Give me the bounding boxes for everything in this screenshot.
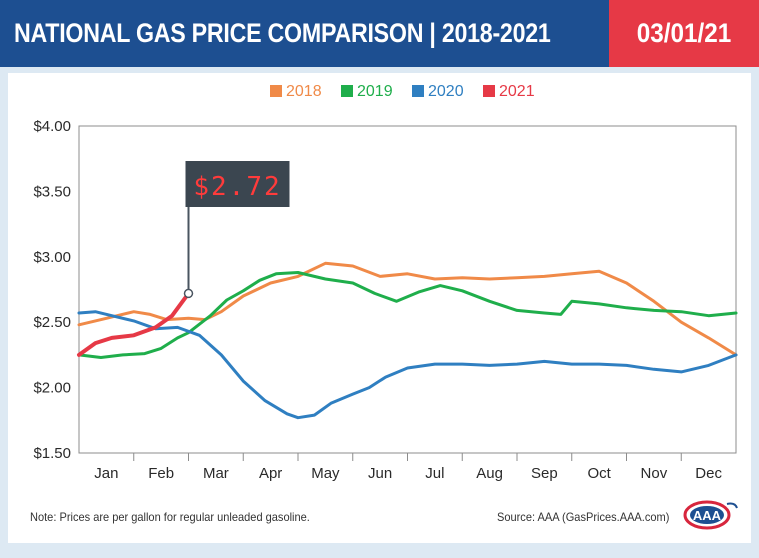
gas-price-chart: $1.50 $2.00 $2.50 $3.00 $3.50 $4.00 Jan Feb Mar A…: [33, 83, 738, 482]
y-tick-label: $4.00: [33, 118, 71, 135]
y-tick-label: $2.50: [33, 314, 71, 331]
y-tick-label: $2.00: [33, 380, 71, 397]
legend-label: 2019: [357, 83, 393, 100]
legend-swatch: [412, 85, 424, 97]
page-title: NATIONAL GAS PRICE COMPARISON | 2018-202…: [14, 18, 551, 48]
callout-price: $2.72: [193, 172, 281, 202]
x-tick-label: Jun: [368, 465, 392, 482]
x-tick-label: Mar: [203, 465, 229, 482]
series-line-2019: [77, 271, 738, 359]
callout-box: [185, 161, 290, 207]
series-line-2018: [77, 261, 738, 357]
legend-label: 2018: [286, 83, 322, 100]
date-badge: 03/01/21: [609, 0, 759, 67]
legend-swatch: [341, 85, 353, 97]
x-tick-label: Aug: [476, 465, 503, 482]
legend-swatch: [483, 85, 495, 97]
date-label: 03/01/21: [636, 18, 732, 48]
x-tick-label: Sep: [531, 465, 558, 482]
y-tick-label: $3.50: [33, 183, 71, 200]
legend-swatch: [270, 85, 282, 97]
series-line-2020: [77, 310, 738, 420]
header-bar: NATIONAL GAS PRICE COMPARISON | 2018-202…: [0, 0, 759, 67]
x-tick-label: Feb: [148, 465, 174, 482]
chart-card: $1.50 $2.00 $2.50 $3.00 $3.50 $4.00 Jan Feb Mar A…: [8, 73, 751, 543]
x-tick-label: Dec: [695, 465, 722, 482]
source-note: Source: AAA (GasPrices.AAA.com): [496, 510, 669, 524]
svg-text:AAA: AAA: [693, 508, 722, 523]
footnote: Note: Prices are per gallon for regular …: [30, 510, 310, 524]
callout-dot: [183, 288, 194, 299]
x-tick-label: Jan: [94, 465, 118, 482]
x-tick-label: Nov: [641, 465, 668, 482]
x-tick-label: Apr: [259, 465, 282, 482]
y-tick-label: $3.00: [33, 249, 71, 266]
legend-label: 2020: [428, 83, 464, 100]
y-tick-label: $1.50: [33, 445, 71, 462]
aaa-logo-icon: AAA: [683, 500, 738, 530]
series-line-2021: [77, 291, 191, 357]
x-tick-label: May: [311, 465, 340, 482]
x-tick-label: Jul: [425, 465, 444, 482]
legend-label: 2021: [499, 83, 535, 100]
x-tick-label: Oct: [587, 465, 611, 482]
